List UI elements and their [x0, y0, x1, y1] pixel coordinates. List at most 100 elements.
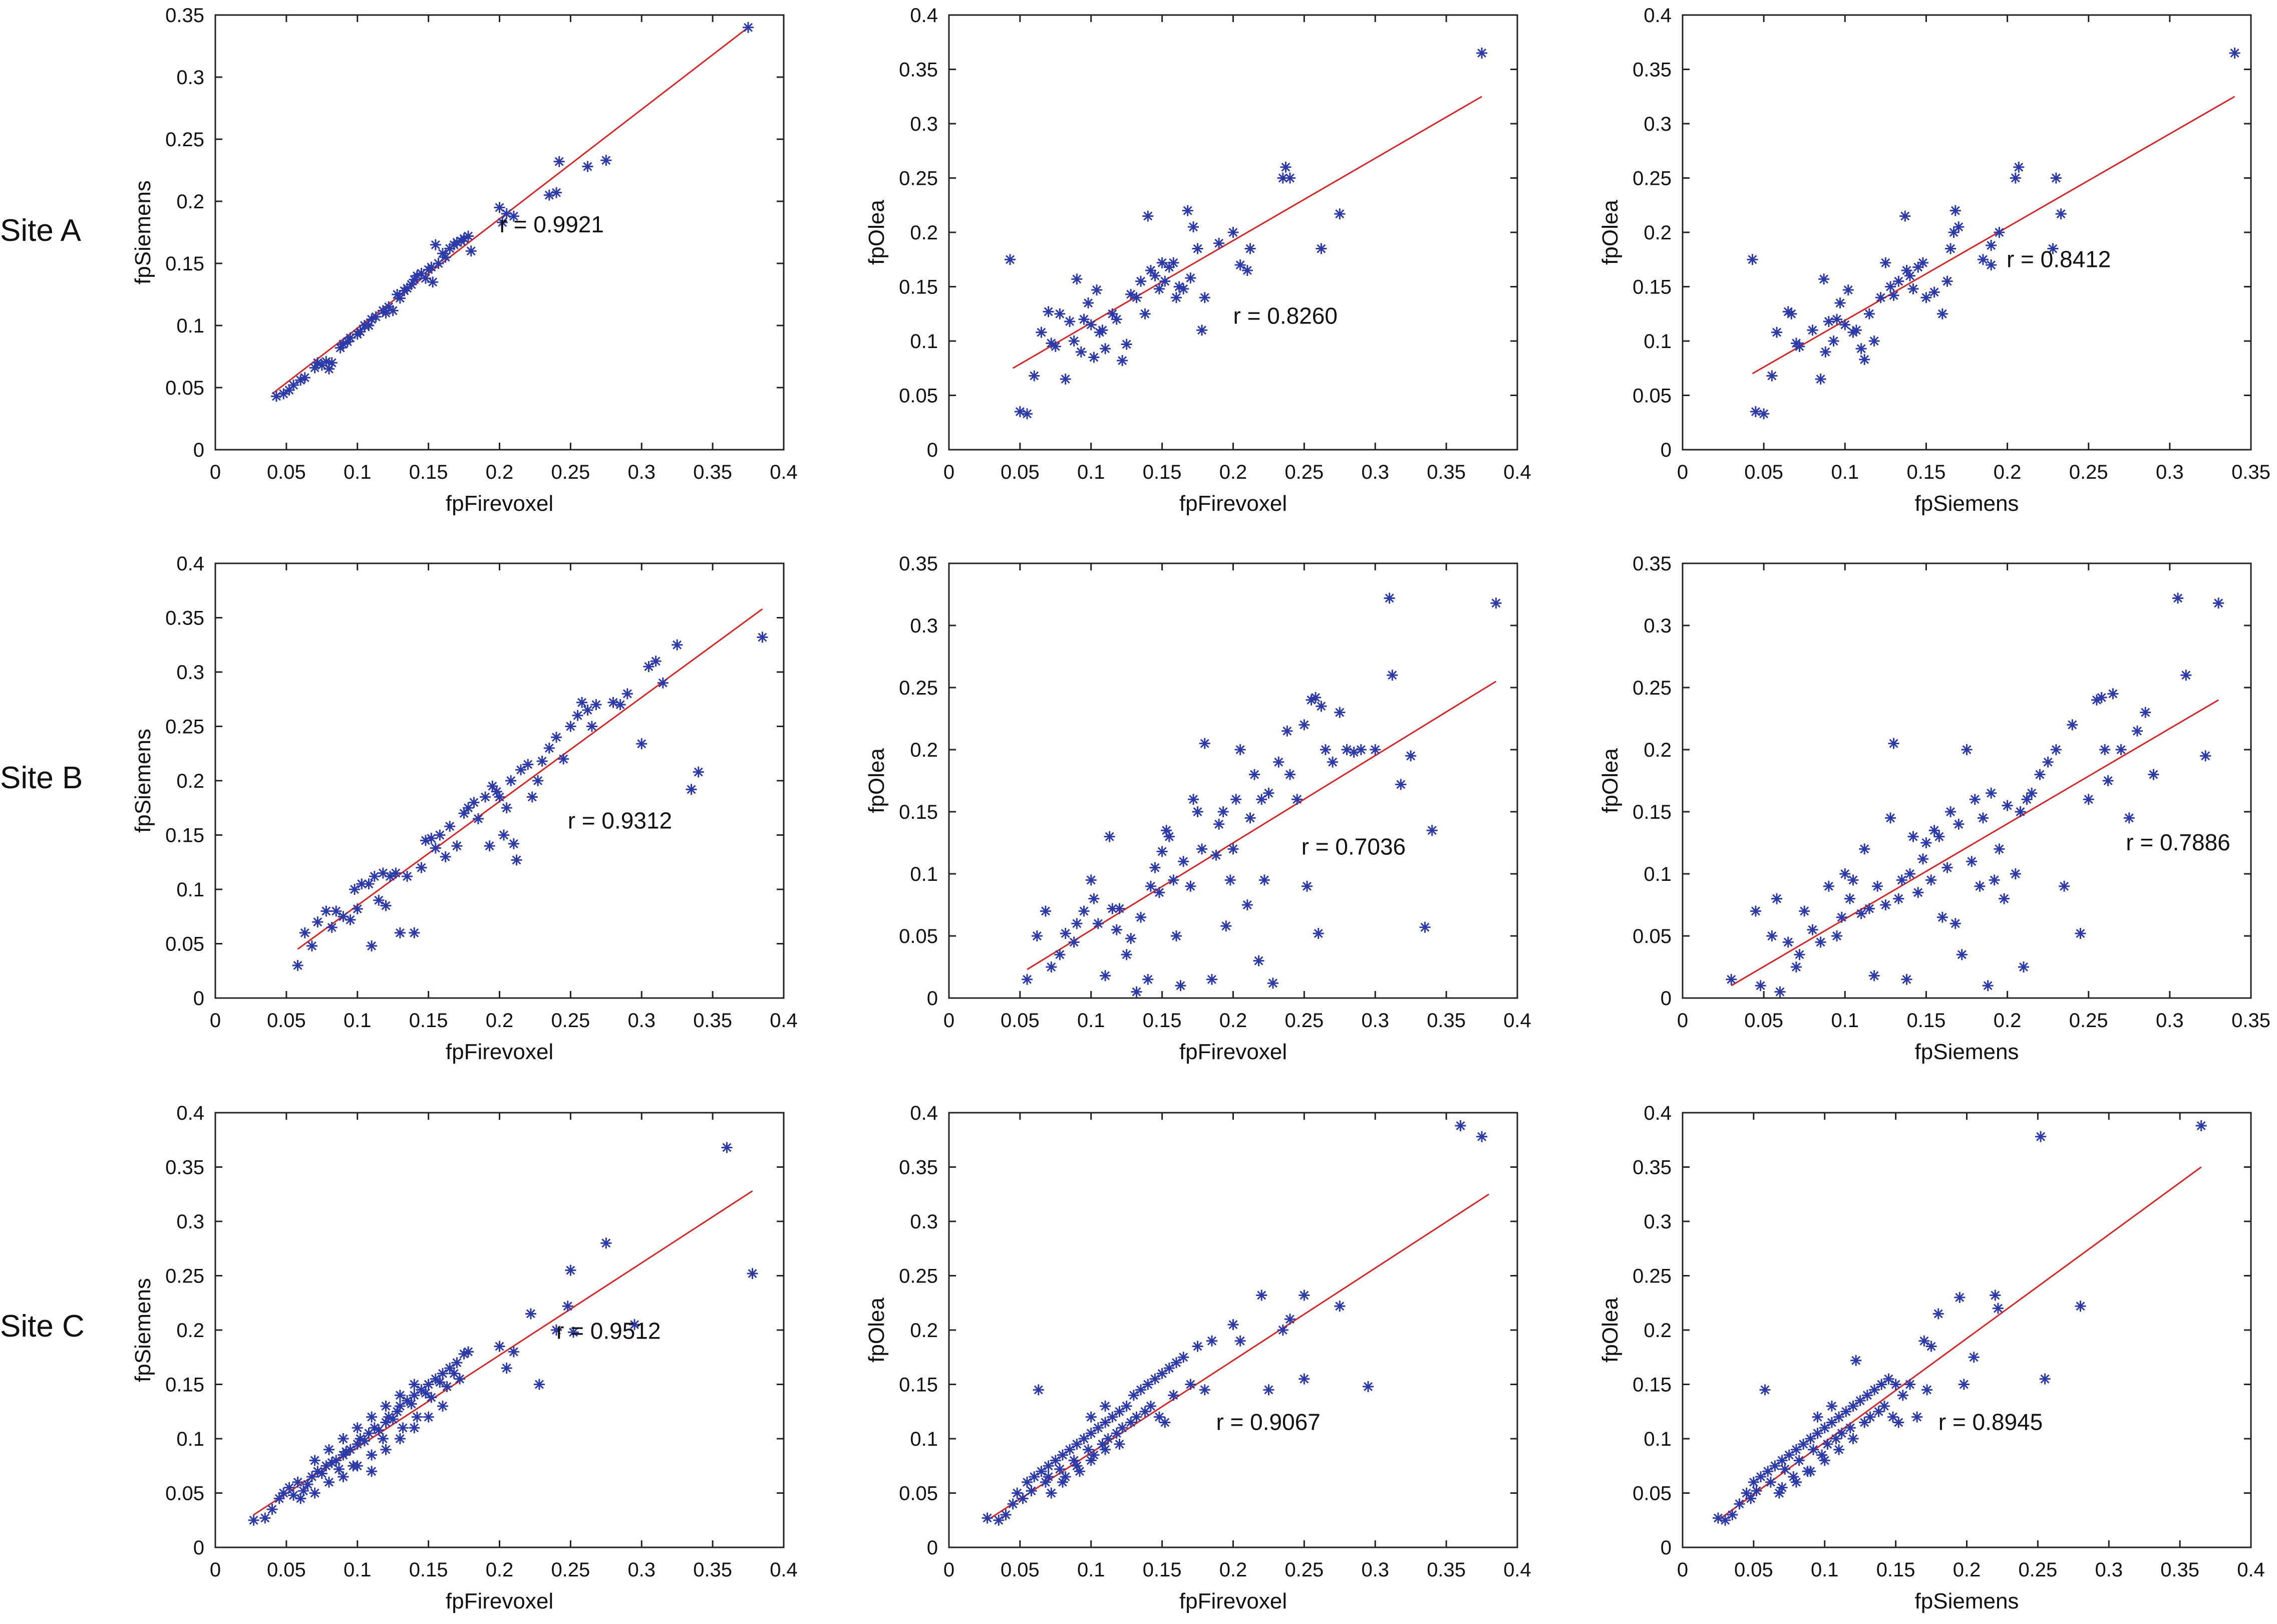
data-point [1111, 313, 1122, 325]
scatter-chart-7: 0 0.05 0.1 0.15 0.2 0.25 0.3 0.35 0.4 0 0.05 0.1 0.1… [131, 1102, 798, 1613]
data-point [1949, 918, 1961, 929]
data-point [1989, 874, 2000, 886]
x-tick-label: 0.25 [2069, 1010, 2108, 1032]
data-point [721, 1142, 733, 1153]
y-tick-label: 0.15 [1633, 801, 1672, 823]
x-tick-label: 0 [1677, 461, 1688, 483]
data-point [1100, 1417, 1111, 1428]
x-tick-label: 0.3 [1361, 1559, 1389, 1581]
data-point [1060, 928, 1071, 939]
data-point [1121, 339, 1132, 350]
scatter-chart-4: 0 0.05 0.1 0.15 0.2 0.25 0.3 0.35 0.4 0 0.05 0.1 0.1… [131, 553, 798, 1064]
data-point [1078, 905, 1090, 917]
y-tick-label: 0.05 [165, 933, 204, 955]
y-tick-label: 0.25 [899, 677, 938, 699]
data-point [1833, 1411, 1845, 1423]
x-tick-label: 0.25 [1284, 461, 1324, 483]
data-point [1033, 1384, 1044, 1396]
data-point [636, 738, 647, 750]
data-point [1977, 254, 1989, 265]
data-point [1071, 273, 1083, 285]
data-point [444, 243, 456, 254]
data-point [1125, 288, 1137, 300]
data-point [1088, 893, 1100, 904]
data-point [1256, 794, 1267, 805]
data-point [451, 1357, 463, 1369]
y-tick-label: 0.25 [1633, 677, 1672, 699]
data-point [1836, 1428, 1847, 1439]
data-point [1244, 812, 1256, 824]
data-point [472, 813, 484, 824]
data-point [1807, 324, 1818, 336]
data-point [1755, 1471, 1767, 1482]
data-point [1847, 1400, 1859, 1412]
data-point [440, 251, 451, 263]
data-point [1163, 831, 1175, 842]
data-point [444, 821, 456, 832]
correlation-annotation: r = 0.9067 [1216, 1409, 1320, 1435]
data-point [1192, 1341, 1203, 1352]
data-point [1100, 1444, 1111, 1455]
data-point [1298, 1373, 1310, 1385]
data-point [1040, 905, 1051, 917]
y-tick-label: 0.35 [165, 5, 204, 27]
data-point [1145, 264, 1156, 276]
data-point [1932, 1308, 1944, 1320]
data-point [1945, 806, 1957, 817]
data-point [363, 320, 375, 331]
data-point [747, 1268, 758, 1279]
x-axis-label: fpFirevoxel [446, 1589, 553, 1613]
scatter-chart-6: 0 0.05 0.1 0.15 0.2 0.25 0.3 0.35 0 0.05 0.1 0.15 0.… [1598, 553, 2270, 1064]
data-point [1823, 315, 1834, 327]
y-tick-label: 0.35 [899, 553, 938, 575]
data-point [1419, 921, 1431, 933]
data-point [1875, 292, 1886, 303]
y-tick-label: 0.2 [176, 770, 204, 792]
data-point [2047, 243, 2059, 254]
data-point [1068, 1455, 1080, 1466]
data-point [1986, 259, 1997, 271]
x-tick-label: 0.15 [1876, 1559, 1915, 1581]
data-point [444, 1362, 456, 1374]
data-point [394, 292, 406, 304]
correlation-annotation: r = 0.9312 [568, 807, 672, 833]
data-point [1822, 1438, 1833, 1450]
data-point [1145, 1400, 1156, 1412]
data-point [582, 704, 593, 716]
data-point [1880, 899, 1891, 910]
data-point [2015, 806, 2026, 817]
data-point [600, 1237, 612, 1249]
data-point [1741, 1487, 1752, 1499]
x-tick-label: 0.15 [1143, 461, 1182, 483]
data-point [402, 282, 413, 294]
data-point [568, 1327, 579, 1338]
y-tick-label: 0.2 [1644, 222, 1672, 244]
data-point [1925, 1341, 1937, 1352]
data-point [1961, 744, 1973, 755]
x-tick-label: 0.4 [770, 1010, 798, 1032]
data-point [451, 236, 463, 248]
y-tick-label: 0.25 [899, 168, 938, 190]
data-point [1234, 259, 1246, 271]
data-point [1313, 928, 1324, 939]
data-point [498, 829, 510, 841]
data-point [1263, 787, 1274, 799]
data-point [1888, 289, 1899, 301]
data-point [434, 829, 446, 841]
x-tick-label: 0 [210, 1559, 221, 1581]
data-point [757, 631, 768, 643]
data-point [1277, 172, 1288, 184]
data-point [1054, 1463, 1066, 1475]
data-point [1046, 1487, 1057, 1499]
data-point [2172, 592, 2184, 604]
data-point [1788, 1471, 1799, 1482]
x-tick-label: 0.05 [1734, 1559, 1773, 1581]
data-point [1121, 949, 1132, 960]
x-tick-label: 0.2 [1219, 461, 1247, 483]
x-tick-label: 0.3 [1361, 1010, 1389, 1032]
data-point [1163, 1362, 1175, 1374]
data-point [1820, 346, 1831, 358]
x-tick-label: 0 [210, 461, 221, 483]
y-tick-label: 0.05 [899, 1483, 938, 1505]
